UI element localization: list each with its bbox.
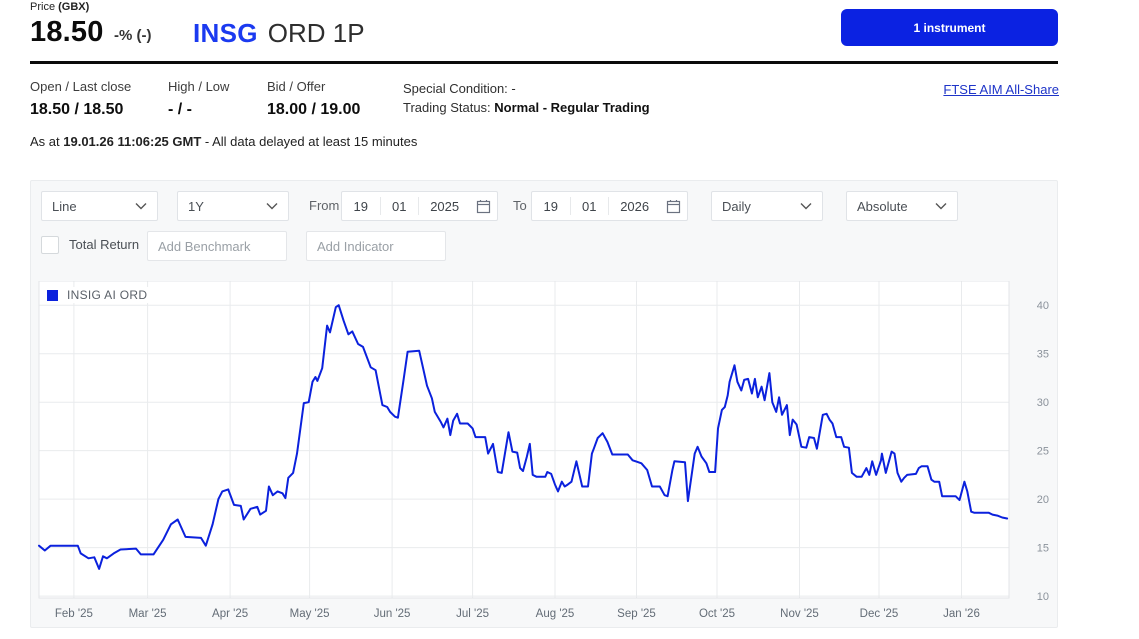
quote-label: Open / Last close bbox=[30, 79, 132, 94]
quote-label: High / Low bbox=[168, 79, 230, 94]
svg-text:40: 40 bbox=[1037, 300, 1049, 312]
total-return-checkbox[interactable] bbox=[41, 236, 59, 254]
from-day-field[interactable]: 19 bbox=[353, 198, 368, 214]
current-price: 18.50 bbox=[30, 16, 104, 48]
price-chart: Feb '25 Mar '25 Apr '25 May '25 Jun '25 Jul '… bbox=[31, 280, 1059, 629]
instrument-count-button[interactable]: 1 instrument bbox=[841, 9, 1058, 46]
chart-type-value: Line bbox=[52, 198, 77, 214]
quote-value: 18.50 / 18.50 bbox=[30, 101, 124, 118]
value-mode-value: Absolute bbox=[857, 198, 908, 214]
add-benchmark-input[interactable] bbox=[147, 231, 287, 261]
value-mode-select[interactable]: Absolute bbox=[846, 191, 958, 221]
quote-high-low: High / Low - / - bbox=[168, 79, 229, 119]
svg-text:20: 20 bbox=[1037, 494, 1049, 506]
chart-type-select[interactable]: Line bbox=[41, 191, 158, 221]
quote-label: Bid / Offer bbox=[267, 79, 326, 94]
range-select[interactable]: 1Y bbox=[177, 191, 289, 221]
from-date-picker: 19 01 2025 bbox=[341, 191, 498, 221]
svg-text:Oct '25: Oct '25 bbox=[699, 608, 735, 620]
chart-legend: INSIG AI ORD bbox=[47, 287, 152, 303]
svg-text:Jul '25: Jul '25 bbox=[456, 608, 489, 620]
divider bbox=[418, 197, 419, 215]
quote-open-lastclose: Open / Last close 18.50 / 18.50 bbox=[30, 79, 131, 119]
divider bbox=[379, 197, 381, 215]
quote-value: 18.00 / 19.00 bbox=[267, 101, 361, 118]
quote-bid-offer: Bid / Offer 18.00 / 19.00 bbox=[267, 79, 360, 119]
ticker-symbol: INSG bbox=[193, 18, 258, 48]
frequency-select[interactable]: Daily bbox=[711, 191, 823, 221]
svg-text:15: 15 bbox=[1037, 543, 1049, 555]
instrument-type: ORD 1P bbox=[267, 18, 365, 48]
to-year-field[interactable]: 2026 bbox=[620, 198, 650, 214]
to-month-field[interactable]: 01 bbox=[582, 198, 597, 214]
total-return-label: Total Return bbox=[69, 237, 140, 252]
price-currency-label: Price (GBX) bbox=[30, 1, 90, 13]
to-date-picker: 19 01 2026 bbox=[531, 191, 688, 221]
special-condition: Special Condition: - bbox=[403, 81, 516, 96]
svg-text:Sep '25: Sep '25 bbox=[617, 608, 656, 620]
from-year-field[interactable]: 2025 bbox=[430, 198, 460, 214]
svg-text:Jun '25: Jun '25 bbox=[374, 608, 411, 620]
calendar-icon[interactable] bbox=[470, 199, 497, 214]
trading-status: Trading Status: Normal - Regular Trading bbox=[403, 100, 650, 115]
divider bbox=[569, 197, 571, 215]
header-divider bbox=[30, 61, 1058, 64]
svg-text:10: 10 bbox=[1037, 591, 1049, 603]
trading-condition-block: Special Condition: - Trading Status: Nor… bbox=[403, 79, 650, 117]
chevron-down-icon bbox=[266, 202, 278, 210]
range-value: 1Y bbox=[188, 198, 204, 214]
index-link[interactable]: FTSE AIM All-Share bbox=[943, 82, 1059, 97]
price-change: -% (-) bbox=[114, 27, 152, 44]
svg-text:May '25: May '25 bbox=[290, 608, 330, 620]
as-at-timestamp: As at 19.01.26 11:06:25 GMT - All data d… bbox=[30, 134, 418, 149]
chevron-down-icon bbox=[935, 202, 947, 210]
calendar-icon[interactable] bbox=[660, 199, 687, 214]
chevron-down-icon bbox=[135, 202, 147, 210]
legend-label: INSIG AI ORD bbox=[67, 288, 148, 302]
line-chart-canvas: Feb '25 Mar '25 Apr '25 May '25 Jun '25 Jul '… bbox=[38, 280, 1049, 620]
divider bbox=[608, 197, 609, 215]
frequency-value: Daily bbox=[722, 198, 751, 214]
to-label: To bbox=[513, 198, 527, 213]
svg-text:35: 35 bbox=[1037, 349, 1049, 361]
svg-text:Nov '25: Nov '25 bbox=[780, 608, 819, 620]
svg-text:25: 25 bbox=[1037, 446, 1049, 458]
chart-panel: Line 1Y From 19 01 2025 To 19 01 2026 Da… bbox=[30, 180, 1058, 628]
chevron-down-icon bbox=[800, 202, 812, 210]
svg-text:Dec '25: Dec '25 bbox=[860, 608, 899, 620]
svg-text:Jan '26: Jan '26 bbox=[943, 608, 980, 620]
from-label: From bbox=[309, 198, 340, 213]
svg-text:Feb '25: Feb '25 bbox=[55, 608, 93, 620]
from-month-field[interactable]: 01 bbox=[392, 198, 407, 214]
add-indicator-input[interactable] bbox=[306, 231, 446, 261]
svg-text:Aug '25: Aug '25 bbox=[536, 608, 575, 620]
svg-text:Apr '25: Apr '25 bbox=[212, 608, 248, 620]
to-day-field[interactable]: 19 bbox=[543, 198, 558, 214]
instrument-title: INSG ORD 1P bbox=[193, 18, 365, 49]
legend-swatch-icon bbox=[47, 289, 58, 301]
svg-text:30: 30 bbox=[1037, 397, 1049, 409]
quote-value: - / - bbox=[168, 101, 192, 118]
svg-text:Mar '25: Mar '25 bbox=[129, 608, 167, 620]
